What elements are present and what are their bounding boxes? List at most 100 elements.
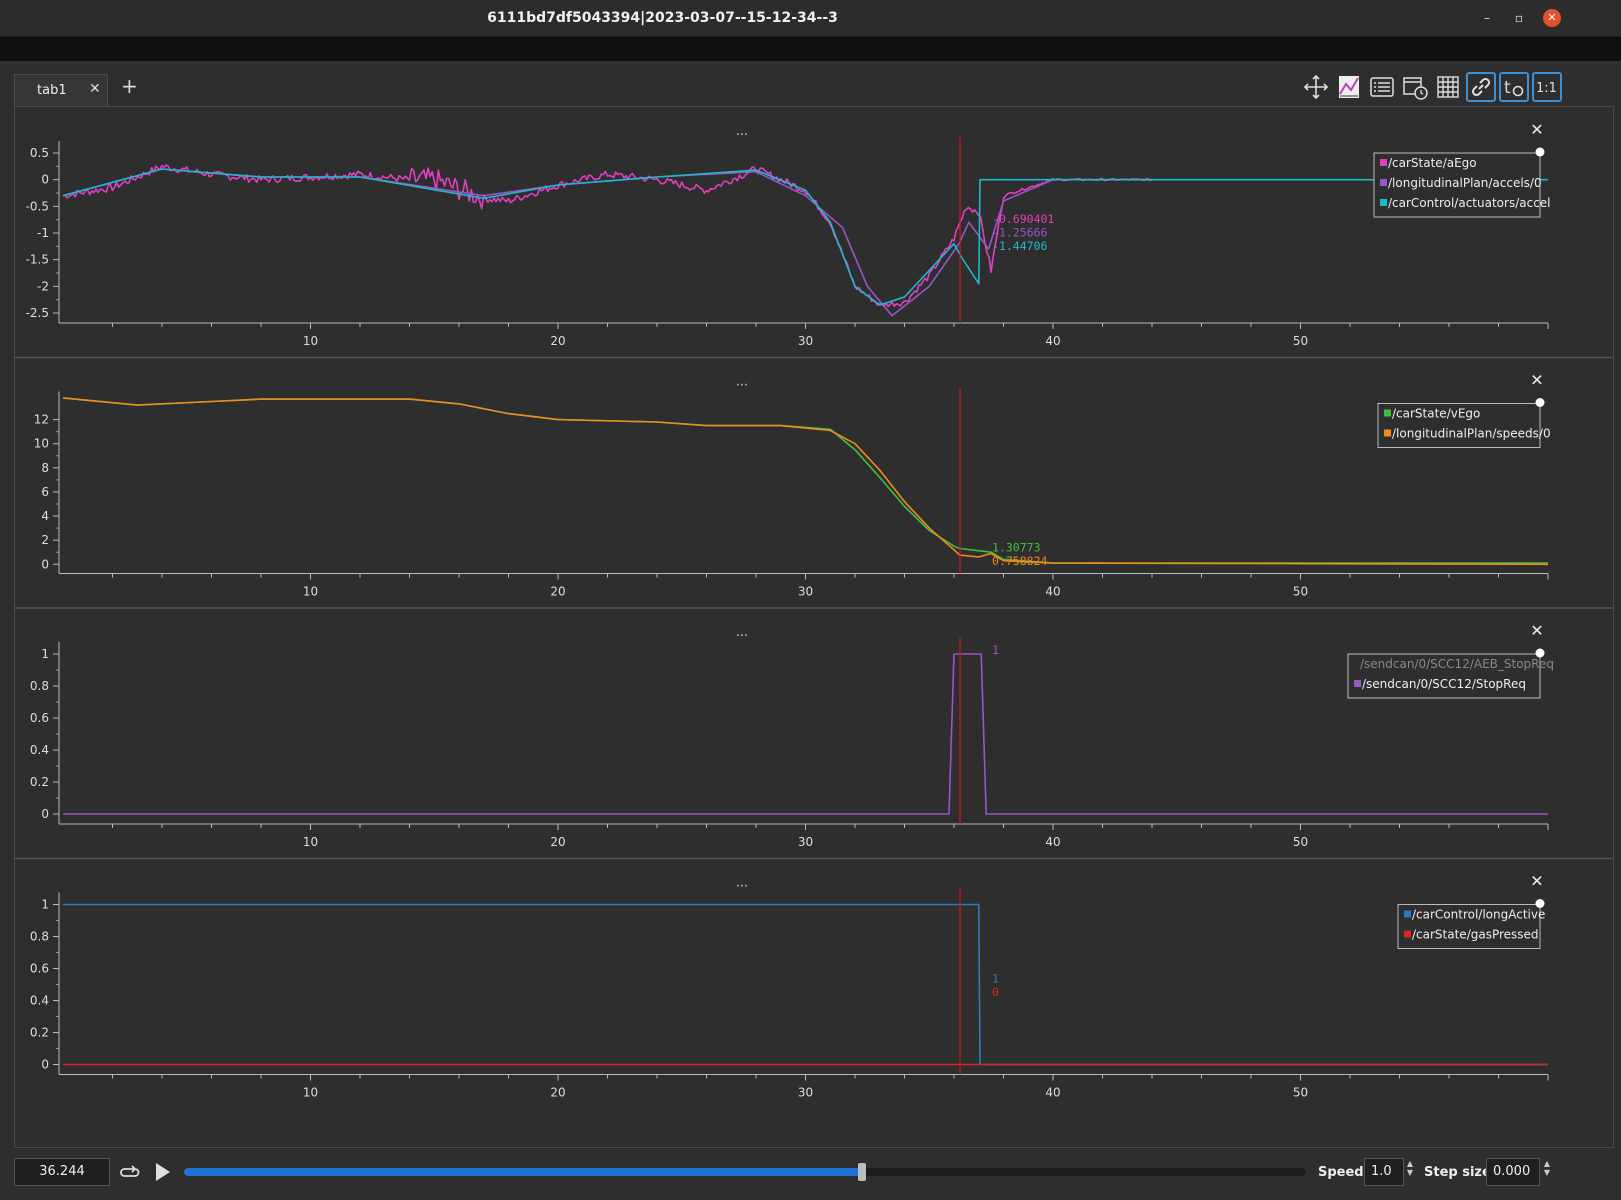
plot-close-icon[interactable]: ✕ <box>1530 872 1543 891</box>
window-titlebar: 6111bd7df5043394|2023-03-07--15-12-34--3… <box>0 0 1621 37</box>
x-tick-label: 50 <box>1293 1086 1308 1100</box>
timeline-handle[interactable] <box>857 1163 866 1181</box>
minimize-icon[interactable]: – <box>1484 11 1490 25</box>
plot-menu-icon[interactable]: ... <box>736 625 748 640</box>
plot-legend[interactable] <box>1397 904 1541 949</box>
y-tick-label: 0 <box>41 1058 49 1072</box>
plots-canvas[interactable]: ... ✕0.50-0.5-1-1.5-2-2.510 20 30 40 50-0.690… <box>15 107 1613 1147</box>
x-tick-label: 30 <box>798 1086 813 1100</box>
y-tick-label: 1 <box>41 898 49 912</box>
legend-item[interactable]: /carControl/actuators/accel <box>1388 196 1551 210</box>
x-tick-label: 20 <box>550 1086 565 1100</box>
link-icon[interactable] <box>1466 72 1496 102</box>
menu-bar <box>0 37 1621 61</box>
y-tick-label: 0.2 <box>30 775 49 789</box>
step-size-input[interactable]: 0.000 <box>1486 1158 1540 1186</box>
plot-close-icon[interactable]: ✕ <box>1530 120 1543 139</box>
x-tick-label: 20 <box>550 835 565 849</box>
legend-handle-icon[interactable] <box>1535 648 1545 658</box>
speed-input[interactable]: 1.0 <box>1364 1158 1404 1186</box>
plot-close-icon[interactable]: ✕ <box>1530 371 1543 390</box>
plot-area: ... ✕ 0.5 0 -0.5 -1 -1.5 -2 -2.5 10 20 30 40 50 -0.690… <box>14 106 1614 1148</box>
play-icon[interactable] <box>153 1160 173 1188</box>
x-tick-label: 30 <box>798 334 813 348</box>
y-tick-label: -1 <box>37 226 49 240</box>
y-tick-label: 0.2 <box>30 1026 49 1040</box>
legend-item[interactable]: /sendcan/0/SCC12/StopReq <box>1362 677 1526 691</box>
y-tick-label: 2 <box>41 533 49 547</box>
x-tick-label: 10 <box>303 1086 318 1100</box>
x-tick-label: 40 <box>1045 1086 1060 1100</box>
plot-legend[interactable] <box>1347 653 1541 699</box>
y-tick-label: 0.8 <box>30 930 49 944</box>
cursor-value: -1.25666 <box>992 226 1047 240</box>
legend-handle-icon[interactable] <box>1535 899 1545 908</box>
step-size-stepper[interactable]: ▲ ▼ <box>1543 1159 1551 1177</box>
tab-label: tab1 <box>37 83 67 98</box>
series-line-2 <box>62 168 1152 317</box>
legend-item[interactable]: /longitudinalPlan/accels/0 <box>1388 176 1542 190</box>
plot-panel-1: ... ✕ 0.5 0 -0.5 -1 -1.5 -2 -2.5 10 20 30 40 50 -0.690… <box>26 120 1551 348</box>
tab-bar: tab1 ✕ + t 1:1 <box>14 72 1614 107</box>
cursor-value: 0.758824 <box>992 554 1047 568</box>
legend-swatch <box>1354 680 1361 687</box>
tab-tab1[interactable]: tab1 ✕ <box>14 74 108 107</box>
legend-handle-icon[interactable] <box>1535 398 1545 407</box>
cursor-value: -1.44706 <box>992 239 1047 253</box>
legend-swatch <box>1380 159 1387 166</box>
plot-menu-icon[interactable]: ... <box>736 124 748 139</box>
add-tab-button[interactable]: + <box>121 74 138 98</box>
legend-swatch <box>1380 199 1387 206</box>
speed-stepper[interactable]: ▲ ▼ <box>1406 1159 1414 1177</box>
series-line-1 <box>63 903 1548 1066</box>
legend-item[interactable]: /sendcan/0/SCC12/AEB_StopReq <box>1360 657 1554 671</box>
y-tick-label: -0.5 <box>26 199 49 213</box>
time-display[interactable]: 36.244 <box>14 1158 110 1186</box>
legend-swatch <box>1404 910 1411 918</box>
time-offset-icon[interactable]: t <box>1499 72 1529 102</box>
plot-menu-icon[interactable]: ... <box>736 375 748 390</box>
plot-panel-3: ... ✕ 1 0.8 0.6 0.4 0.2 0 10 20 30 40 50 1/sendcan/0/… <box>15 607 1613 849</box>
x-tick-label: 10 <box>303 835 318 849</box>
maximize-icon[interactable]: ▫ <box>1514 11 1524 25</box>
legend-item[interactable]: /longitudinalPlan/speeds/0 <box>1392 427 1551 441</box>
legend-item[interactable]: /carState/vEgo <box>1392 407 1480 421</box>
series-line-3 <box>62 168 1548 306</box>
ratio-icon[interactable] <box>1334 72 1364 102</box>
legend-icon[interactable] <box>1367 72 1397 102</box>
series-line-2 <box>62 397 1549 566</box>
series-line-1 <box>63 653 1548 815</box>
zoom-ratio-icon[interactable]: 1:1 <box>1532 72 1562 102</box>
legend-handle-icon[interactable] <box>1535 147 1545 157</box>
y-tick-label: 0.6 <box>30 711 49 725</box>
x-tick-label: 40 <box>1045 334 1060 348</box>
y-tick-label: 0 <box>41 807 49 821</box>
x-tick-label: 10 <box>303 585 318 599</box>
y-tick-label: -2.5 <box>26 306 49 320</box>
timer-icon[interactable] <box>1400 72 1430 102</box>
plot-close-icon[interactable]: ✕ <box>1530 621 1543 640</box>
plot-menu-icon[interactable]: ... <box>736 876 748 891</box>
timeline-slider[interactable] <box>184 1163 1306 1181</box>
timeline-progress <box>184 1168 862 1176</box>
y-tick-label: 4 <box>41 509 49 523</box>
cursor-value: 1 <box>992 972 999 986</box>
y-tick-label: 0 <box>41 173 49 187</box>
cursor-value: 0 <box>992 985 999 999</box>
cursor-value: 1.30773 <box>992 541 1041 555</box>
plot-legend[interactable] <box>1373 152 1541 218</box>
legend-swatch <box>1380 179 1387 186</box>
legend-swatch <box>1384 409 1391 417</box>
legend-item[interactable]: /carControl/longActive <box>1412 908 1545 922</box>
grid-icon[interactable] <box>1433 72 1463 102</box>
tab-close-icon[interactable]: ✕ <box>89 81 101 97</box>
legend-item[interactable]: /carState/gasPressed <box>1412 928 1539 942</box>
move-icon[interactable] <box>1301 72 1331 102</box>
close-window-icon[interactable]: ✕ <box>1543 9 1561 27</box>
plot-legend[interactable] <box>1377 403 1541 448</box>
step-size-label: Step size: <box>1424 1165 1497 1180</box>
legend-item[interactable]: /carState/aEgo <box>1388 156 1477 170</box>
loop-icon[interactable] <box>118 1160 142 1188</box>
